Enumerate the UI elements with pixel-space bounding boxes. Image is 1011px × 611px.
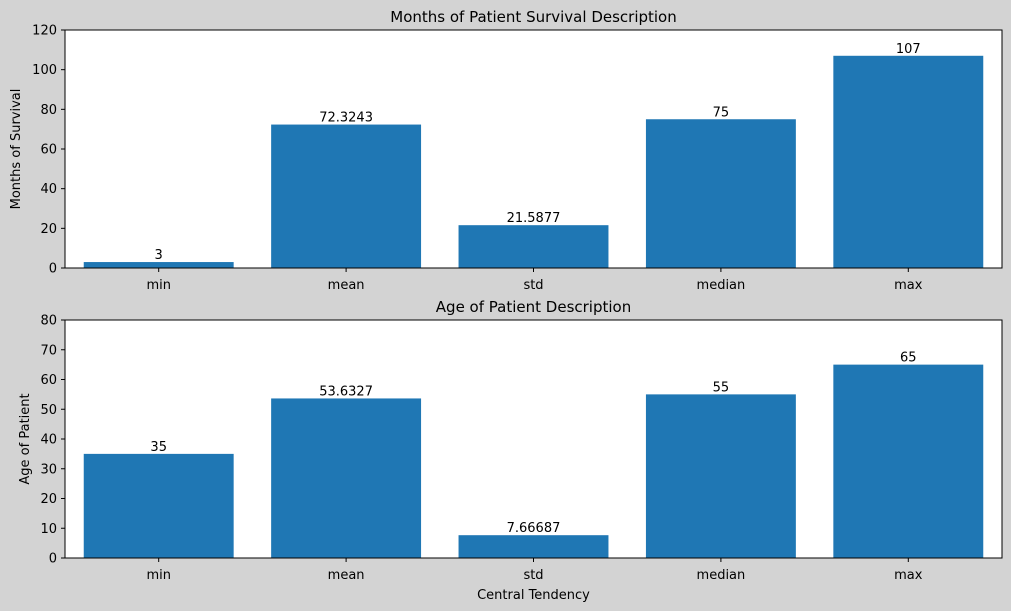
data-label-median: 75: [713, 105, 730, 120]
y-tick-label: 0: [49, 552, 57, 567]
data-label-max: 65: [900, 351, 917, 366]
data-label-median: 55: [713, 380, 730, 395]
y-tick-label: 30: [40, 462, 57, 477]
x-axis-label: Central Tendency: [477, 588, 590, 603]
chart-age-of-patient: 35 min 53.6327 mean 7.66687 std 55 median 65 max 0…: [18, 298, 1003, 603]
y-tick-label: 80: [40, 314, 57, 329]
x-tick-label-mean: mean: [328, 278, 365, 293]
x-tick-label-std: std: [523, 568, 543, 583]
axes-frame: [64, 29, 1003, 269]
bar-median: [645, 119, 796, 268]
chart-title: Months of Patient Survival Description: [390, 8, 677, 26]
y-axis-label: Age of Patient: [18, 393, 33, 484]
axes-frame: [64, 319, 1003, 559]
bar-std: [458, 535, 609, 558]
y-tick-label: 50: [40, 403, 57, 418]
y-tick-label: 80: [40, 103, 57, 118]
bar-std: [458, 225, 609, 268]
x-tick-label-max: max: [894, 278, 923, 293]
x-tick-label-mean: mean: [328, 568, 365, 583]
y-tick-label: 20: [40, 222, 57, 237]
bar-mean: [271, 124, 422, 268]
x-tick-label-median: median: [697, 278, 746, 293]
x-tick-label-median: median: [697, 568, 746, 583]
data-label-mean: 72.3243: [319, 111, 373, 126]
y-tick-label: 40: [40, 433, 57, 448]
chart-title: Age of Patient Description: [436, 298, 631, 316]
y-tick-label: 60: [40, 373, 57, 388]
bar-min: [83, 453, 234, 558]
chart-months-of-survival: 3 min 72.3243 mean 21.5877 std 75 median 107 max 0…: [9, 8, 1003, 293]
y-tick-label: 10: [40, 522, 57, 537]
data-label-min: 35: [150, 440, 167, 455]
y-tick-label: 100: [32, 63, 57, 78]
y-tick-label: 40: [40, 182, 57, 197]
bar-mean: [271, 398, 422, 558]
y-tick-label: 70: [40, 343, 57, 358]
y-tick-label: 0: [49, 262, 57, 277]
bar-median: [645, 394, 796, 558]
x-tick-label-std: std: [523, 278, 543, 293]
x-tick-label-max: max: [894, 568, 923, 583]
y-tick-label: 120: [32, 24, 57, 39]
bar-min: [83, 262, 234, 268]
x-tick-label-min: min: [146, 278, 171, 293]
data-label-max: 107: [896, 42, 921, 57]
data-label-mean: 53.6327: [319, 384, 373, 399]
data-label-std: 7.66687: [507, 521, 561, 536]
y-tick-label: 60: [40, 143, 57, 158]
y-tick-label: 20: [40, 492, 57, 507]
y-axis-label: Months of Survival: [9, 89, 24, 210]
data-label-std: 21.5877: [507, 211, 561, 226]
bar-max: [833, 55, 984, 269]
x-tick-label-min: min: [146, 568, 171, 583]
bar-max: [833, 364, 984, 558]
data-label-min: 3: [155, 248, 163, 263]
